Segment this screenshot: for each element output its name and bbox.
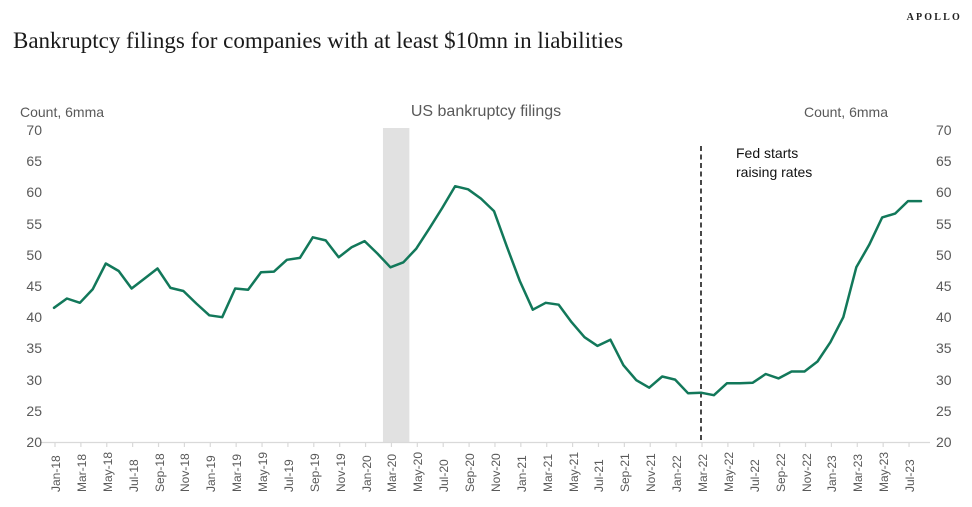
page-title: Bankruptcy filings for companies with at… [13, 28, 624, 53]
x-tick-label: Sep-19 [307, 453, 322, 492]
x-tick-label: Jan-18 [49, 455, 63, 492]
y-tick-label-right: 65 [936, 153, 952, 170]
x-tick-label: Nov-18 [178, 453, 193, 492]
recession-band [382, 128, 410, 443]
event-annotation-line1: Fed starts [736, 145, 799, 161]
y-tick-label-left: 40 [26, 309, 42, 326]
y-tick-label-right: 40 [936, 309, 952, 326]
y-tick-label-right: 50 [936, 246, 952, 263]
x-tick-label: Nov-21 [644, 453, 659, 492]
y-tick-label-left: 70 [26, 122, 42, 138]
x-tick-label: Jan-21 [514, 455, 529, 492]
x-tick-label: Nov-19 [333, 453, 348, 492]
x-tick-label: Mar-23 [851, 453, 866, 492]
y-tick-label-right: 35 [936, 340, 952, 357]
y-tick-label-left: 35 [26, 340, 42, 357]
x-tick-label: Sep-21 [618, 453, 633, 492]
x-tick-label: Mar-22 [696, 453, 710, 492]
x-tick-label: Mar-21 [540, 453, 555, 492]
y-tick-label-right: 25 [936, 402, 952, 419]
y-tick-label-right: 45 [936, 278, 952, 294]
bankruptcy-filings-line [52, 184, 923, 397]
x-tick-label: Jan-20 [359, 455, 374, 492]
x-tick-label: Jul-21 [592, 459, 607, 492]
chart-title: US bankruptcy filings [410, 103, 562, 120]
x-tick-label: Mar-18 [74, 453, 89, 492]
x-tick-label: Jul-19 [281, 459, 296, 492]
x-tick-label: May-21 [566, 451, 581, 492]
y-tick-label-left: 30 [26, 371, 42, 388]
x-tick-label: Sep-20 [463, 453, 478, 492]
y-tick-label-right: 30 [936, 371, 952, 388]
left-axis-unit-label: Count, 6mma [20, 104, 105, 120]
y-tick-label-left: 60 [26, 184, 42, 201]
x-tick-label: Jul-20 [437, 459, 452, 492]
x-tick-label: Nov-22 [799, 453, 814, 492]
x-tick-label: May-23 [877, 451, 892, 492]
x-tick-label: Nov-20 [488, 453, 503, 492]
y-tick-label-right: 55 [936, 215, 952, 232]
y-tick-label-right: 60 [936, 184, 952, 201]
y-tick-label-left: 25 [26, 402, 42, 419]
x-tick-label: May-20 [411, 451, 426, 492]
right-axis-unit-label: Count, 6mma [803, 104, 888, 120]
y-tick-label-right: 70 [936, 122, 952, 138]
x-tick-label: May-18 [100, 451, 115, 492]
y-tick-label-right: 20 [936, 434, 952, 450]
apollo-logo: APOLLO [906, 12, 962, 23]
y-tick-label-left: 45 [26, 278, 42, 294]
x-tick-label: Sep-22 [773, 453, 788, 492]
x-tick-label: Jul-22 [747, 459, 762, 492]
event-annotation: Fed starts raising rates [736, 144, 812, 182]
x-tick-label: Jul-23 [903, 459, 918, 492]
x-tick-label: Jan-23 [825, 455, 840, 492]
y-tick-label-left: 65 [26, 153, 42, 170]
y-tick-label-left: 50 [26, 246, 42, 263]
y-tick-label-left: 20 [26, 434, 42, 450]
x-tick-label: Jan-19 [204, 455, 219, 492]
x-tick-label: May-22 [721, 451, 736, 492]
x-tick-label: May-19 [256, 451, 271, 492]
x-tick-label: Sep-18 [152, 453, 167, 492]
y-tick-label-left: 55 [26, 215, 42, 232]
x-tick-label: Jul-18 [126, 459, 141, 492]
x-tick-label: Mar-20 [385, 453, 400, 492]
x-tick-label: Mar-19 [230, 453, 245, 492]
event-annotation-line2: raising rates [736, 164, 813, 180]
x-tick-label: Jan-22 [670, 455, 685, 492]
